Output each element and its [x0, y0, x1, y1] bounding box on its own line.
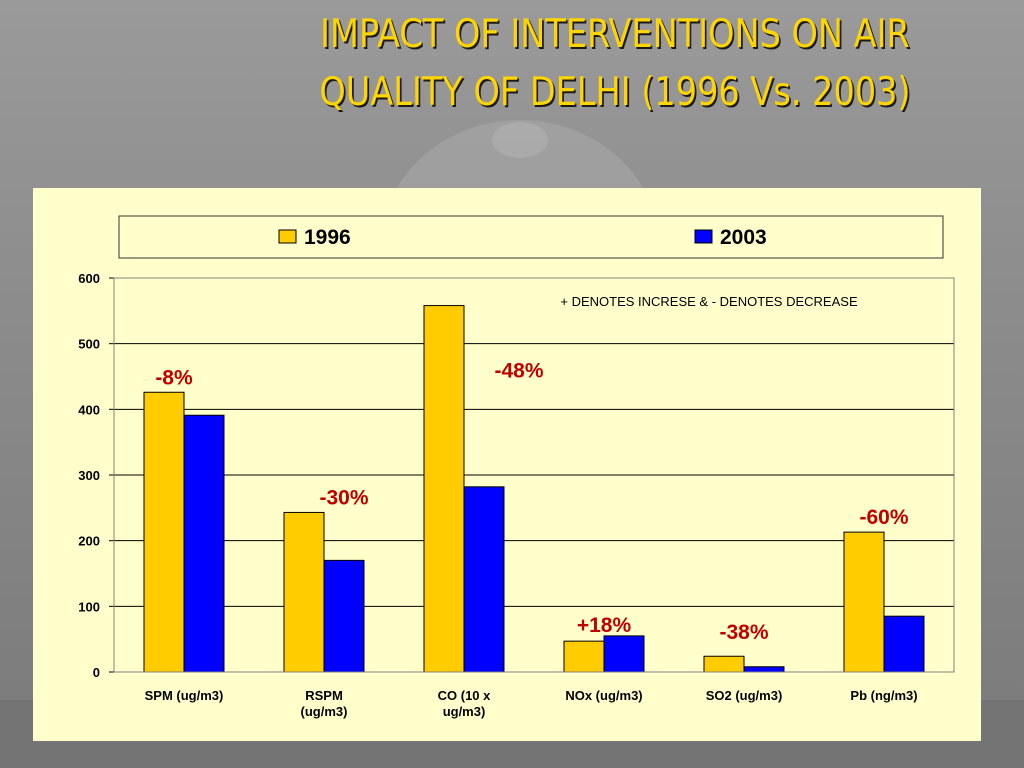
- chart-panel: 1996 2003 0 100 200 300 400 500 600 -8% -30% -48…: [33, 188, 981, 741]
- y-tick-label: 200: [78, 534, 100, 549]
- slide-title-line-1: IMPACT OF INTERVENTIONS ON AIR: [320, 12, 910, 57]
- bar-2003: [183, 414, 225, 673]
- legend-swatch-1996: [278, 229, 297, 244]
- bar-1996: [563, 640, 605, 673]
- bar-1996: [423, 305, 465, 673]
- y-axis-ticks: 0 100 200 300 400 500 600: [78, 271, 114, 680]
- bar-2003: [323, 559, 365, 673]
- bar-chart: 1996 2003 0 100 200 300 400 500 600 -8% -30% -48…: [78, 215, 955, 719]
- x-category-label: CO (10 x: [438, 688, 492, 703]
- bar-2003: [743, 666, 785, 673]
- x-category-label: NOx (ug/m3): [565, 688, 642, 703]
- slide-title: IMPACT OF INTERVENTIONS ON AIR QUALITY O…: [241, 6, 989, 122]
- change-label: -38%: [719, 621, 768, 644]
- change-label: -8%: [155, 366, 193, 389]
- legend-swatch-2003: [694, 229, 713, 244]
- bar-2003: [883, 615, 925, 673]
- bar-1996: [143, 391, 185, 673]
- bar-2003: [603, 635, 645, 673]
- change-label: -48%: [494, 360, 543, 383]
- bar-2003: [463, 486, 505, 673]
- change-labels: -8% -30% -48% +18% -38% -60%: [155, 360, 909, 645]
- change-label: -30%: [319, 486, 368, 509]
- legend-label-2003: 2003: [720, 226, 767, 249]
- y-tick-label: 100: [78, 599, 100, 614]
- x-category-label: RSPM: [305, 688, 343, 703]
- y-tick-label: 600: [78, 271, 100, 286]
- change-label: +18%: [577, 614, 632, 637]
- chart-annotation: + DENOTES INCRESE & - DENOTES DECREASE: [560, 294, 858, 309]
- change-label: -60%: [859, 506, 908, 529]
- gridlines: [114, 277, 954, 673]
- legend: 1996 2003: [118, 215, 944, 259]
- legend-box: [118, 215, 944, 259]
- y-tick-label: 300: [78, 468, 100, 483]
- y-tick-label: 0: [93, 665, 100, 680]
- legend-label-1996: 1996: [304, 226, 351, 249]
- y-tick-label: 500: [78, 337, 100, 352]
- bar-1996: [703, 655, 745, 673]
- x-category-label: (ug/m3): [301, 704, 348, 719]
- slide-title-line-2: QUALITY OF DELHI (1996 Vs. 2003): [319, 70, 911, 115]
- x-category-label: SO2 (ug/m3): [706, 688, 783, 703]
- x-category-label: ug/m3): [443, 704, 486, 719]
- bar-1996: [283, 511, 325, 673]
- y-tick-label: 400: [78, 402, 100, 417]
- x-axis-labels: SPM (ug/m3) RSPM(ug/m3) CO (10 xug/m3) NOx …: [145, 688, 918, 719]
- x-category-label: SPM (ug/m3): [145, 688, 224, 703]
- x-category-label: Pb (ng/m3): [850, 688, 917, 703]
- bar-1996: [843, 531, 885, 673]
- bars: [143, 305, 925, 673]
- plot-area-border: [113, 277, 955, 673]
